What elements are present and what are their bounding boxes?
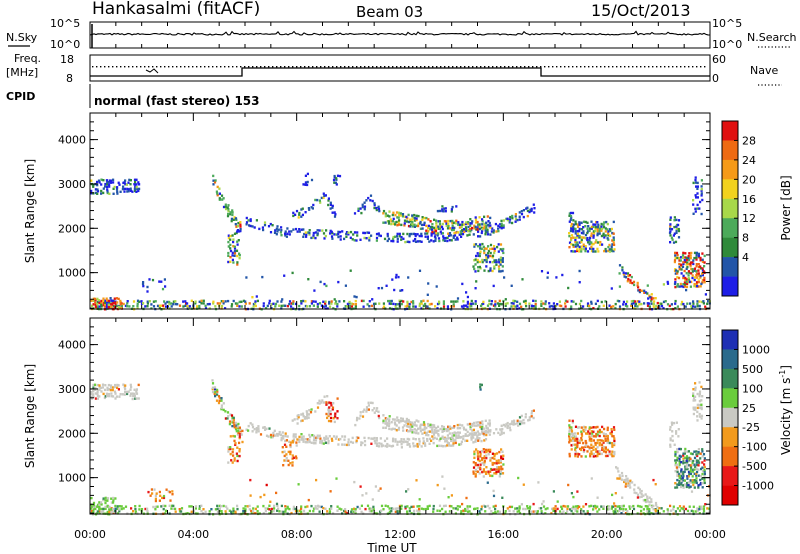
beam-title: Beam 03 — [356, 3, 423, 21]
y-tick-label: 1000 — [58, 267, 86, 280]
colorbar-swatch — [722, 485, 738, 506]
cpid-label: CPID — [6, 90, 35, 103]
x-tick-label: 12:00 — [384, 528, 416, 541]
colorbar-swatch — [722, 349, 738, 370]
colorbar-tick-label: 25 — [742, 402, 756, 415]
colorbar-swatch — [722, 388, 738, 409]
station-title: Hankasalmi (fitACF) — [92, 0, 260, 19]
freq-trace — [90, 67, 710, 77]
colorbar-swatch — [722, 446, 738, 467]
velocity-colorbar-swatches — [722, 330, 738, 506]
noise-tick-right-top: 10^5 — [712, 17, 742, 30]
colorbar-swatch — [722, 368, 738, 389]
colorbar-swatch — [722, 407, 738, 428]
noise-panel: N.Sky 10^5 10^0 10^5 10^0 N.Search — [6, 17, 797, 51]
nsearch-label: N.Search — [747, 31, 797, 44]
y-tick-label: 3000 — [58, 178, 86, 191]
colorbar-swatch — [722, 330, 738, 350]
colorbar-tick-label: 1000 — [742, 343, 770, 356]
power-colorbar: 28 24 20 16 12 8 4 Power [dB] — [721, 120, 793, 297]
colorbar-swatch — [722, 237, 738, 258]
colorbar-swatch — [722, 276, 738, 297]
freq-tick-top: 18 — [60, 53, 74, 66]
colorbar-swatch — [722, 257, 738, 277]
y-tick-label: 2000 — [58, 222, 86, 235]
power-data — [90, 172, 711, 311]
velocity-colorbar-ticks: 1000 500 100 25 -25 -100 -500 -1000 — [734, 343, 774, 493]
noise-tick-left-bottom: 10^0 — [50, 38, 80, 51]
nave-tick-top: 60 — [712, 53, 726, 66]
cpid-text: normal (fast stereo) 153 — [94, 94, 260, 108]
x-tick-label: 16:00 — [487, 528, 519, 541]
x-tick-label: 04:00 — [177, 528, 209, 541]
colorbar-swatch — [722, 140, 738, 161]
power-panel: 1000 2000 3000 4000 Slant Range [km] — [23, 112, 711, 311]
x-tick-label: 00:00 — [694, 528, 726, 541]
x-axis: 00:00 04:00 08:00 12:00 16:00 20:00 00:00 — [74, 22, 726, 541]
colorbar-tick-label: 20 — [742, 173, 756, 186]
x-axis-title: Time UT — [366, 541, 417, 554]
colorbar-tick-label: 16 — [742, 193, 756, 206]
cpid-row: CPID normal (fast stereo) 153 — [6, 84, 260, 108]
nave-trace — [92, 66, 706, 74]
freq-label-1: Freq. — [14, 52, 41, 65]
colorbar-swatch — [722, 198, 738, 219]
colorbar-tick-label: -500 — [742, 460, 767, 473]
colorbar-swatch — [722, 218, 738, 238]
colorbar-tick-label: -25 — [742, 421, 760, 434]
velocity-colorbar: 1000 500 100 25 -25 -100 -500 -1000 Velocity [m… — [721, 329, 793, 506]
velocity-colorbar-label: Velocity [m s-1] — [778, 365, 793, 455]
colorbar-tick-label: 100 — [742, 382, 763, 395]
x-tick-label: 20:00 — [591, 528, 623, 541]
velocity-data — [90, 379, 711, 516]
noise-tick-left-top: 10^5 — [50, 17, 80, 30]
colorbar-tick-label: -100 — [742, 441, 767, 454]
y-tick-label: 4000 — [58, 339, 86, 352]
date-title: 15/Oct/2013 — [591, 1, 691, 20]
noise-tick-right-bottom: 10^0 — [712, 38, 742, 51]
power-colorbar-label: Power [dB] — [779, 175, 793, 240]
nave-tick-bottom: 0 — [712, 72, 719, 85]
y-tick-label: 4000 — [58, 134, 86, 147]
velocity-panel: 1000 2000 3000 4000 Slant Range [km] — [23, 317, 711, 516]
colorbar-tick-label: 24 — [742, 154, 756, 167]
freq-label-2: [MHz] — [6, 66, 38, 79]
y-tick-label: 3000 — [58, 383, 86, 396]
x-tick-label: 08:00 — [281, 528, 313, 541]
colorbar-swatch — [722, 121, 738, 141]
power-y-axis: 1000 2000 3000 4000 — [58, 112, 710, 309]
velocity-y-axis: 1000 2000 3000 4000 — [58, 317, 710, 514]
y-tick-label: 2000 — [58, 427, 86, 440]
velocity-ylabel: Slant Range [km] — [23, 364, 37, 468]
power-colorbar-swatches — [722, 121, 738, 297]
nsky-label: N.Sky — [6, 31, 38, 44]
y-tick-label: 1000 — [58, 472, 86, 485]
noise-trace — [89, 24, 711, 48]
colorbar-tick-label: -1000 — [742, 480, 774, 493]
colorbar-tick-label: 500 — [742, 363, 763, 376]
colorbar-tick-label: 4 — [742, 251, 749, 264]
x-tick-label: 00:00 — [74, 528, 106, 541]
colorbar-swatch — [722, 179, 738, 200]
nave-label: Nave — [750, 64, 778, 77]
colorbar-tick-label: 28 — [742, 134, 756, 147]
colorbar-swatch — [722, 427, 738, 447]
freq-panel: Freq. [MHz] 18 8 60 0 Nave — [6, 52, 782, 86]
colorbar-swatch — [722, 159, 738, 180]
colorbar-tick-label: 12 — [742, 212, 756, 225]
colorbar-swatch — [722, 466, 738, 486]
freq-tick-bottom: 8 — [66, 72, 73, 85]
power-colorbar-ticks: 28 24 20 16 12 8 4 — [734, 134, 756, 264]
colorbar-tick-label: 8 — [742, 232, 749, 245]
power-ylabel: Slant Range [km] — [23, 159, 37, 263]
